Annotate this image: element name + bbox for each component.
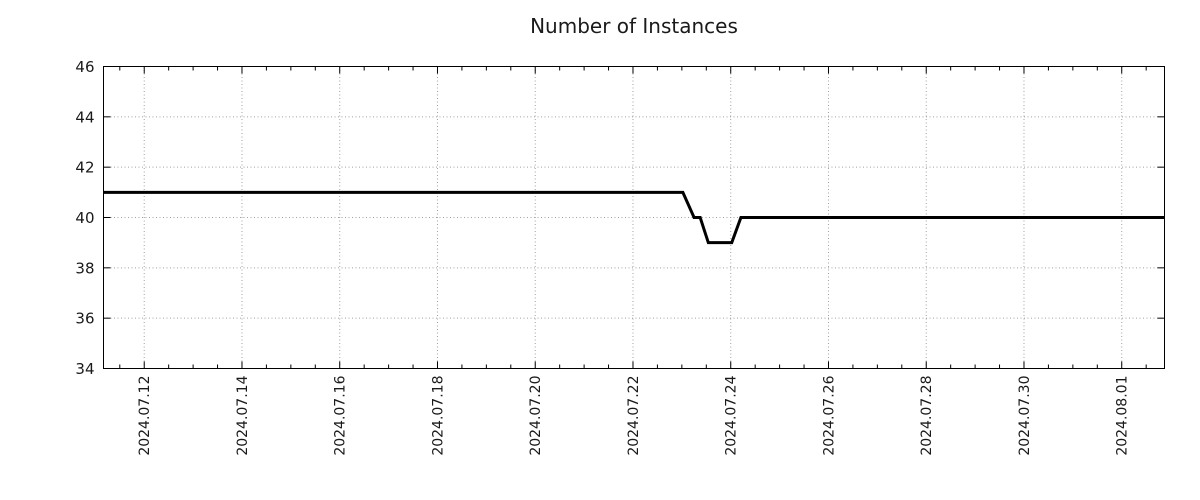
x-tick-label: 2024.08.01: [1115, 376, 1131, 456]
y-tick-label: 42: [75, 159, 94, 177]
data-line-instances: [103, 190, 1165, 245]
x-tick-label: 2024.07.28: [919, 376, 935, 456]
y-tick-label: 40: [75, 209, 94, 227]
y-tick-label: 44: [75, 108, 94, 126]
x-tick-label: 2024.07.18: [430, 376, 446, 456]
x-tick-label: 2024.07.30: [1017, 376, 1033, 456]
x-tick-label: 2024.07.22: [626, 376, 642, 456]
y-tick-label: 46: [75, 58, 94, 76]
x-tick-label: 2024.07.12: [137, 376, 153, 456]
y-tick-label: 36: [75, 310, 94, 328]
x-tick-label: 2024.07.24: [724, 375, 740, 455]
y-tick-label: 34: [75, 360, 94, 378]
y-tick-label: 38: [75, 259, 94, 277]
x-tick-label: 2024.07.16: [333, 375, 349, 455]
x-tick-label: 2024.07.14: [235, 375, 251, 455]
x-tick-label: 2024.07.26: [821, 375, 837, 455]
x-tick-label: 2024.07.20: [528, 376, 544, 456]
chart-title: Number of Instances: [530, 14, 738, 38]
